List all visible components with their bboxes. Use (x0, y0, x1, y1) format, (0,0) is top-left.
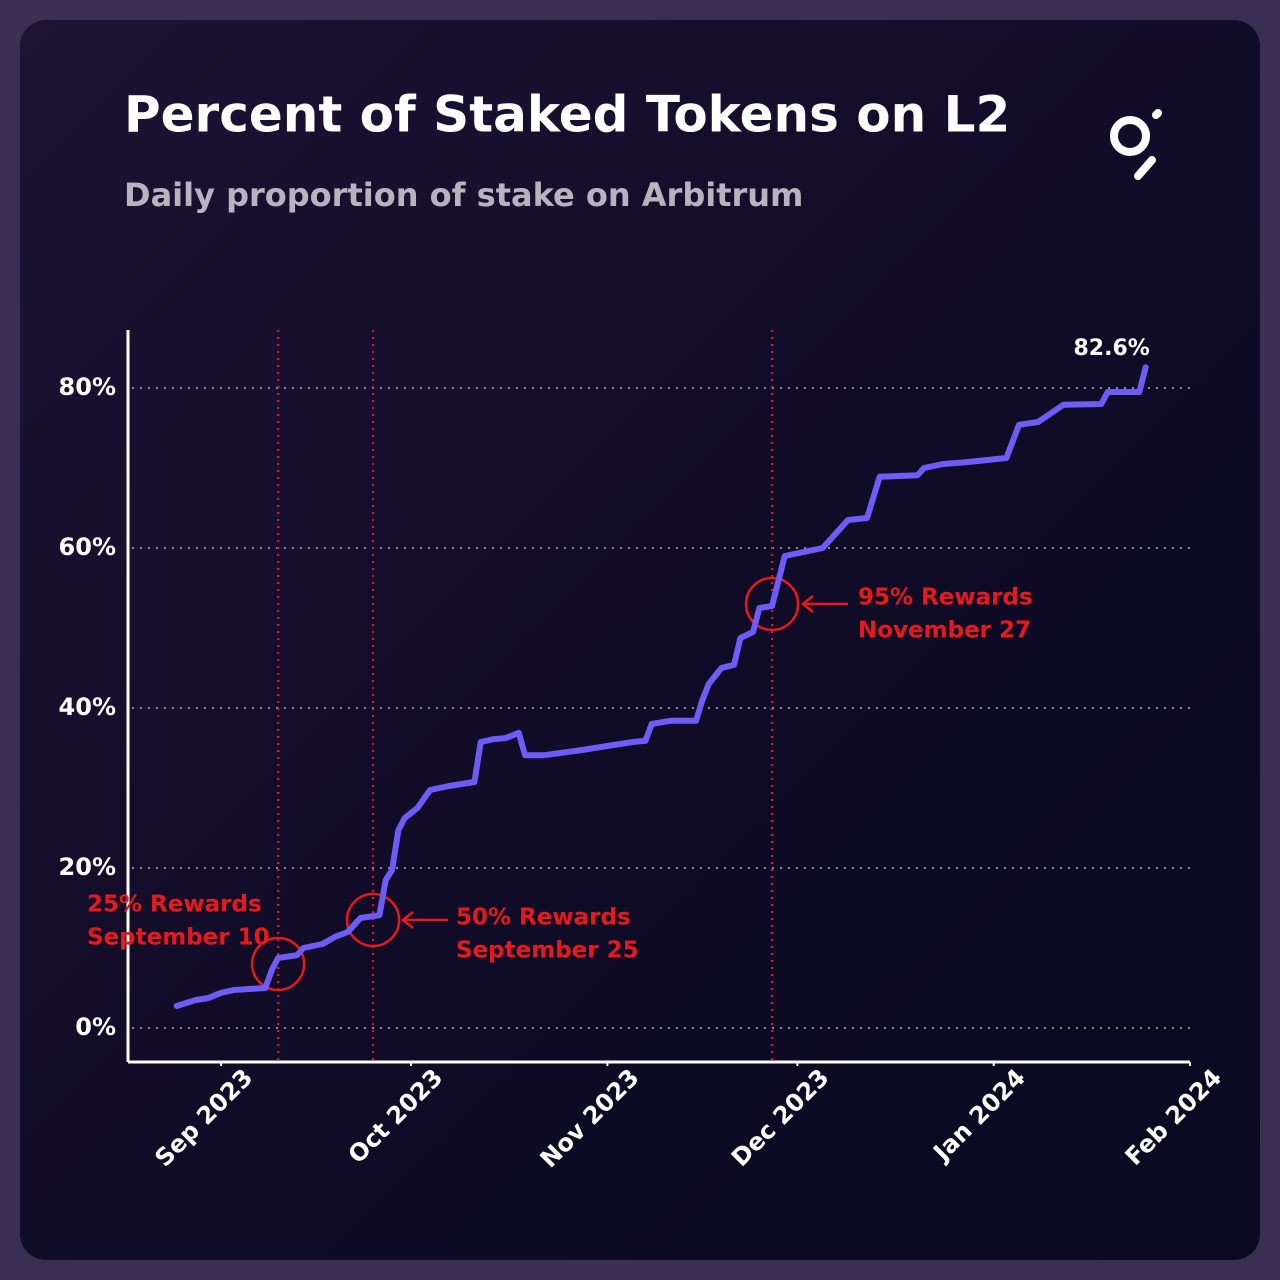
y-tick-label: 20% (59, 853, 116, 881)
event-circle (250, 936, 306, 992)
y-tick-label: 40% (59, 693, 116, 721)
y-tick-label: 60% (59, 533, 116, 561)
y-tick-label: 80% (59, 373, 116, 401)
arrow-head (800, 595, 814, 613)
event-circle (744, 576, 800, 632)
chart-subtitle: Daily proportion of stake on Arbitrum (124, 176, 803, 214)
data-line (173, 364, 1149, 1009)
annotation-text: September 25 (456, 938, 639, 964)
value-label: 82.6% (1074, 336, 1150, 361)
y-tick-label: 0% (75, 1013, 116, 1041)
arrow-head (400, 911, 414, 929)
logo (1110, 109, 1162, 180)
card (20, 20, 1260, 1260)
annotation-text: 95% Rewards (858, 585, 1033, 611)
event-circle (345, 892, 401, 948)
annotation-text: 25% Rewards (87, 892, 262, 918)
chart-title: Percent of Staked Tokens on L2 (124, 86, 1010, 144)
annotation-text: September 10 (87, 925, 270, 951)
annotation-text: November 27 (858, 618, 1031, 644)
annotation-text: 50% Rewards (456, 905, 631, 931)
